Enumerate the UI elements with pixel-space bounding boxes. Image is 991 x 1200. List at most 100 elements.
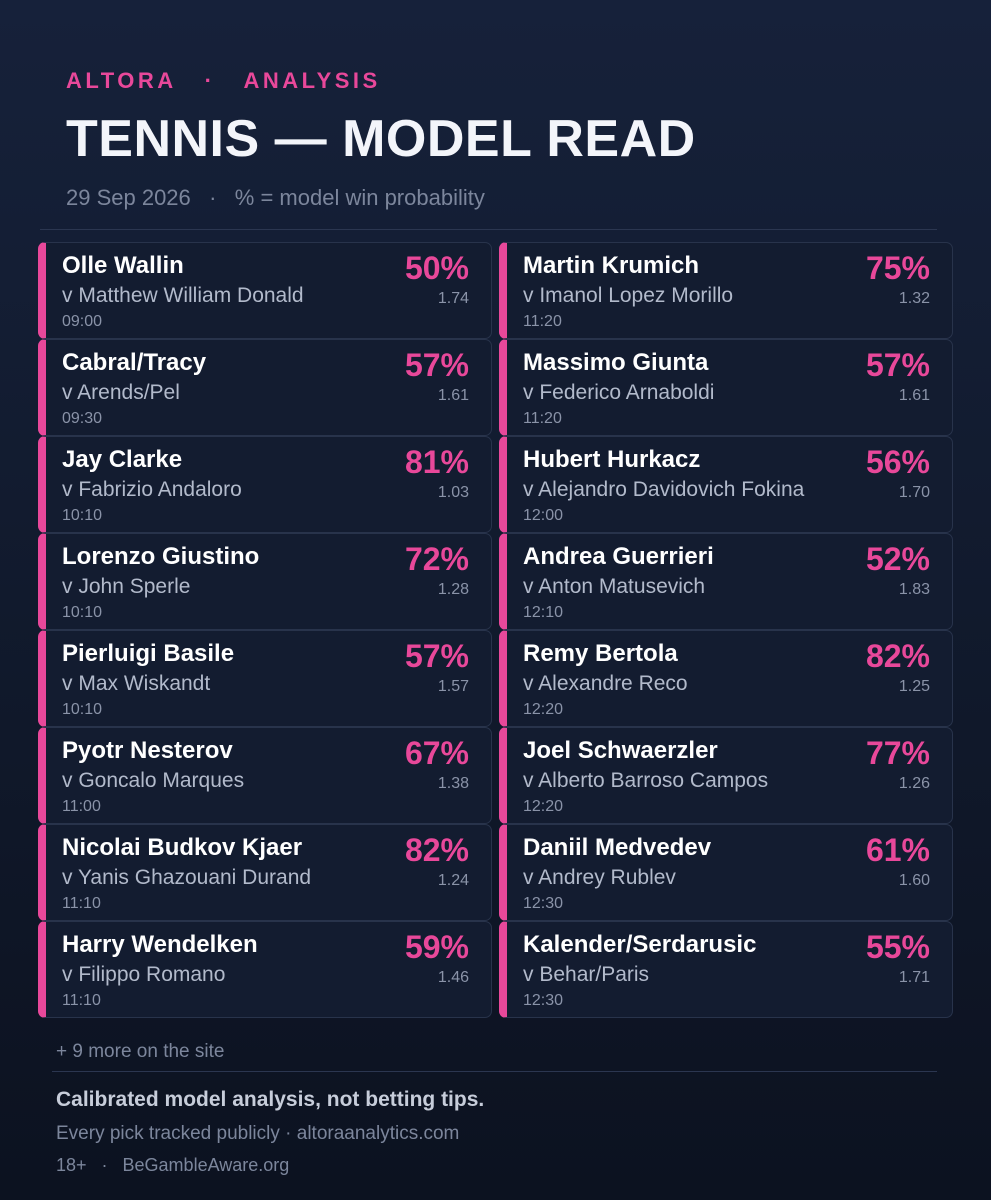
disclaimer-text: Calibrated model analysis, not betting t… <box>56 1088 485 1111</box>
win-probability: 61% <box>865 832 930 868</box>
header: ALTORA · ANALYSIS TENNIS — MODEL READ 29… <box>66 68 696 211</box>
match-time: 09:00 <box>62 313 103 330</box>
header-divider <box>40 229 937 230</box>
win-probability: 67% <box>404 735 469 771</box>
win-probability: 57% <box>865 347 930 383</box>
gamble-aware-note: 18+ · BeGambleAware.org <box>56 1155 290 1175</box>
win-probability: 55% <box>865 929 930 965</box>
tracking-note: Every pick tracked publicly · altoraanal… <box>56 1123 460 1144</box>
opponent-name: v Filippo Romano <box>62 963 226 986</box>
match-odds: 1.26 <box>898 775 930 792</box>
match-card: Lorenzo Giustino v John Sperle 10:10 72% 1.2… <box>38 533 492 630</box>
page-title: TENNIS — MODEL READ <box>66 110 696 168</box>
match-time: 12:30 <box>523 992 564 1009</box>
match-odds: 1.61 <box>437 387 469 404</box>
match-odds: 1.61 <box>898 387 930 404</box>
match-odds: 1.60 <box>898 872 930 889</box>
player-name: Daniil Medvedev <box>523 834 712 861</box>
opponent-name: v John Sperle <box>62 575 191 598</box>
win-probability: 57% <box>404 638 469 674</box>
player-name: Jay Clarke <box>62 446 183 473</box>
match-card: Remy Bertola v Alexandre Reco 12:20 82% 1.25 <box>499 630 953 727</box>
match-card: Andrea Guerrieri v Anton Matusevich 12:10 5… <box>499 533 953 630</box>
win-probability: 82% <box>865 638 930 674</box>
footer-divider <box>52 1071 937 1072</box>
match-card: Joel Schwaerzler v Alberto Barroso Campos… <box>499 727 953 824</box>
win-probability: 56% <box>865 444 930 480</box>
win-probability: 81% <box>404 444 469 480</box>
player-name: Nicolai Budkov Kjaer <box>62 834 303 861</box>
footer: Calibrated model analysis, not betting t… <box>56 1088 484 1176</box>
match-card: Jay Clarke v Fabrizio Andaloro 10:10 81% 1.0… <box>38 436 492 533</box>
more-matches-note: + 9 more on the site <box>56 1041 225 1062</box>
match-grid: Olle Wallin v Matthew William Donald 09:00… <box>38 242 953 1018</box>
player-name: Kalender/Serdarusic <box>523 931 757 958</box>
match-card: Daniil Medvedev v Andrey Rublev 12:30 61% 1.… <box>499 824 953 921</box>
match-odds: 1.32 <box>898 290 930 307</box>
player-name: Olle Wallin <box>62 252 184 279</box>
match-time: 12:10 <box>523 604 564 621</box>
match-odds: 1.46 <box>437 969 469 986</box>
opponent-name: v Goncalo Marques <box>62 769 245 792</box>
match-time: 10:10 <box>62 701 103 718</box>
opponent-name: v Max Wiskandt <box>62 672 211 695</box>
match-time: 11:20 <box>523 313 562 330</box>
player-name: Cabral/Tracy <box>62 349 207 376</box>
match-card: Pierluigi Basile v Max Wiskandt 10:10 57% 1.… <box>38 630 492 727</box>
match-time: 12:20 <box>523 701 564 718</box>
player-name: Andrea Guerrieri <box>523 543 714 570</box>
match-time: 11:00 <box>62 798 101 815</box>
win-probability: 82% <box>404 832 469 868</box>
opponent-name: v Behar/Paris <box>523 963 650 986</box>
match-card: Olle Wallin v Matthew William Donald 09:00… <box>38 242 492 339</box>
player-name: Joel Schwaerzler <box>523 737 718 764</box>
match-card: Massimo Giunta v Federico Arnaboldi 11:20 5… <box>499 339 953 436</box>
opponent-name: v Matthew William Donald <box>62 284 304 307</box>
match-odds: 1.70 <box>898 484 930 501</box>
match-odds: 1.03 <box>437 484 469 501</box>
match-time: 11:20 <box>523 410 562 427</box>
opponent-name: v Anton Matusevich <box>523 575 706 598</box>
match-odds: 1.74 <box>437 290 469 307</box>
match-odds: 1.83 <box>898 581 930 598</box>
match-time: 12:00 <box>523 507 564 524</box>
opponent-name: v Fabrizio Andaloro <box>62 478 242 501</box>
win-probability: 50% <box>404 250 469 286</box>
match-card: Nicolai Budkov Kjaer v Yanis Ghazouani Du… <box>38 824 492 921</box>
opponent-name: v Imanol Lopez Morillo <box>523 284 734 307</box>
page-subtitle: 29 Sep 2026 · % = model win probability <box>66 185 485 210</box>
match-time: 09:30 <box>62 410 103 427</box>
match-time: 10:10 <box>62 604 103 621</box>
match-time: 10:10 <box>62 507 103 524</box>
opponent-name: v Alexandre Reco <box>523 672 688 695</box>
match-odds: 1.28 <box>437 581 469 598</box>
match-card: Pyotr Nesterov v Goncalo Marques 11:00 67% 1… <box>38 727 492 824</box>
match-time: 11:10 <box>62 992 101 1009</box>
match-card: Cabral/Tracy v Arends/Pel 09:30 57% 1.61 <box>38 339 492 436</box>
win-probability: 52% <box>865 541 930 577</box>
player-name: Remy Bertola <box>523 640 678 667</box>
opponent-name: v Arends/Pel <box>62 381 180 404</box>
opponent-name: v Alejandro Davidovich Fokina <box>523 478 805 501</box>
match-odds: 1.71 <box>898 969 930 986</box>
win-probability: 75% <box>865 250 930 286</box>
match-odds: 1.24 <box>437 872 469 889</box>
match-time: 11:10 <box>62 895 101 912</box>
player-name: Lorenzo Giustino <box>62 543 260 570</box>
win-probability: 72% <box>404 541 469 577</box>
brand-label: ALTORA · ANALYSIS <box>66 68 381 93</box>
match-time: 12:20 <box>523 798 564 815</box>
match-card: Martin Krumich v Imanol Lopez Morillo 11:2… <box>499 242 953 339</box>
player-name: Pyotr Nesterov <box>62 737 233 764</box>
player-name: Harry Wendelken <box>62 931 258 958</box>
match-odds: 1.38 <box>437 775 469 792</box>
match-time: 12:30 <box>523 895 564 912</box>
match-odds: 1.25 <box>898 678 930 695</box>
win-probability: 59% <box>404 929 469 965</box>
match-odds: 1.57 <box>437 678 469 695</box>
opponent-name: v Federico Arnaboldi <box>523 381 715 404</box>
player-name: Martin Krumich <box>523 252 700 279</box>
opponent-name: v Alberto Barroso Campos <box>523 769 769 792</box>
player-name: Hubert Hurkacz <box>523 446 701 473</box>
player-name: Massimo Giunta <box>523 349 709 376</box>
